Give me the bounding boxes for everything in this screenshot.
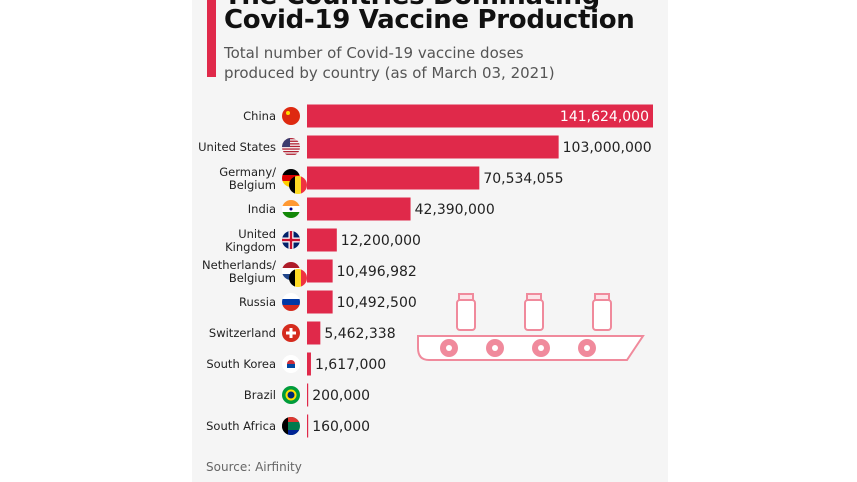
title-accent-bar bbox=[207, 0, 216, 77]
data-label: 70,534,055 bbox=[483, 171, 563, 187]
russia-flag-icon bbox=[282, 293, 300, 311]
category-label: Kingdom bbox=[225, 240, 276, 254]
bar bbox=[307, 197, 411, 221]
category-label: United States bbox=[198, 140, 276, 154]
category-label: Brazil bbox=[244, 388, 276, 402]
data-label: 42,390,000 bbox=[415, 202, 495, 218]
netherlands-belgium-flags-icon bbox=[282, 262, 307, 287]
bar bbox=[307, 321, 321, 345]
subtitle-line-1: Total number of Covid-19 vaccine doses bbox=[224, 44, 524, 62]
data-label: 141,624,000 bbox=[560, 109, 649, 125]
data-label: 160,000 bbox=[312, 419, 370, 435]
vial-icon bbox=[524, 293, 544, 331]
data-label: 10,496,982 bbox=[337, 264, 417, 280]
subtitle-line-2: produced by country (as of March 03, 202… bbox=[224, 64, 555, 82]
brazil-flag-icon bbox=[282, 386, 300, 404]
category-label: United bbox=[238, 227, 276, 241]
uk-flag-icon bbox=[282, 231, 300, 249]
bar bbox=[307, 290, 333, 314]
title-line-2: Covid-19 Vaccine Production bbox=[224, 5, 635, 35]
usa-flag-icon bbox=[282, 138, 300, 155]
data-label: 103,000,000 bbox=[563, 140, 652, 156]
india-flag-icon bbox=[282, 200, 300, 218]
south-korea-flag-icon bbox=[282, 355, 300, 373]
china-flag-icon bbox=[282, 107, 300, 125]
bar bbox=[307, 259, 333, 283]
bar bbox=[307, 352, 311, 376]
germany-belgium-flags-icon bbox=[282, 169, 307, 194]
bar bbox=[307, 166, 480, 190]
category-label: South Africa bbox=[206, 419, 276, 433]
vial-icon bbox=[456, 293, 476, 331]
bar bbox=[307, 383, 309, 407]
category-label: South Korea bbox=[206, 357, 276, 371]
category-label: Belgium bbox=[229, 271, 276, 285]
category-label: China bbox=[243, 109, 276, 123]
data-label: 10,492,500 bbox=[337, 295, 417, 311]
category-label: Switzerland bbox=[209, 326, 276, 340]
bar bbox=[307, 135, 559, 159]
data-label: 12,200,000 bbox=[341, 233, 421, 249]
bar bbox=[307, 104, 653, 128]
south-africa-flag-icon bbox=[282, 417, 300, 435]
infographic-card bbox=[192, 0, 668, 482]
bar bbox=[307, 228, 337, 252]
category-label: India bbox=[248, 202, 276, 216]
category-label: Netherlands/ bbox=[202, 258, 276, 272]
bar bbox=[307, 414, 309, 438]
vaccine-conveyor-illustration bbox=[417, 293, 645, 361]
data-label: 200,000 bbox=[312, 388, 370, 404]
source-note: Source: Airfinity bbox=[206, 460, 302, 474]
category-label: Germany/ bbox=[219, 165, 276, 179]
data-label: 1,617,000 bbox=[315, 357, 386, 373]
switzerland-flag-icon bbox=[282, 324, 300, 342]
category-label: Belgium bbox=[229, 178, 276, 192]
data-label: 5,462,338 bbox=[324, 326, 395, 342]
title-line-1: The Countries Dominating bbox=[224, 0, 600, 11]
vial-icon bbox=[592, 293, 612, 331]
category-label: Russia bbox=[239, 295, 276, 309]
